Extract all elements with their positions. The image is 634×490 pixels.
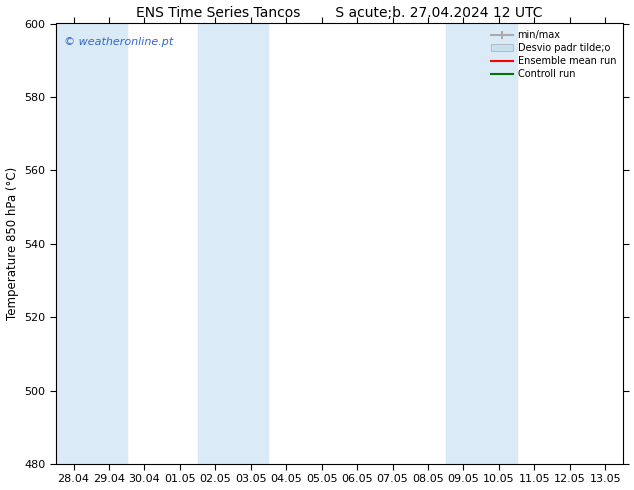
Title: ENS Time Series Tancos        S acute;b. 27.04.2024 12 UTC: ENS Time Series Tancos S acute;b. 27.04.… [136, 5, 543, 20]
Text: © weatheronline.pt: © weatheronline.pt [64, 37, 174, 47]
Bar [446, 24, 517, 464]
Bar [198, 24, 268, 464]
Y-axis label: Temperature 850 hPa (°C): Temperature 850 hPa (°C) [6, 167, 18, 320]
Legend: min/max, Desvio padr tilde;o, Ensemble mean run, Controll run: min/max, Desvio padr tilde;o, Ensemble m… [488, 26, 620, 83]
Bar [56, 24, 127, 464]
